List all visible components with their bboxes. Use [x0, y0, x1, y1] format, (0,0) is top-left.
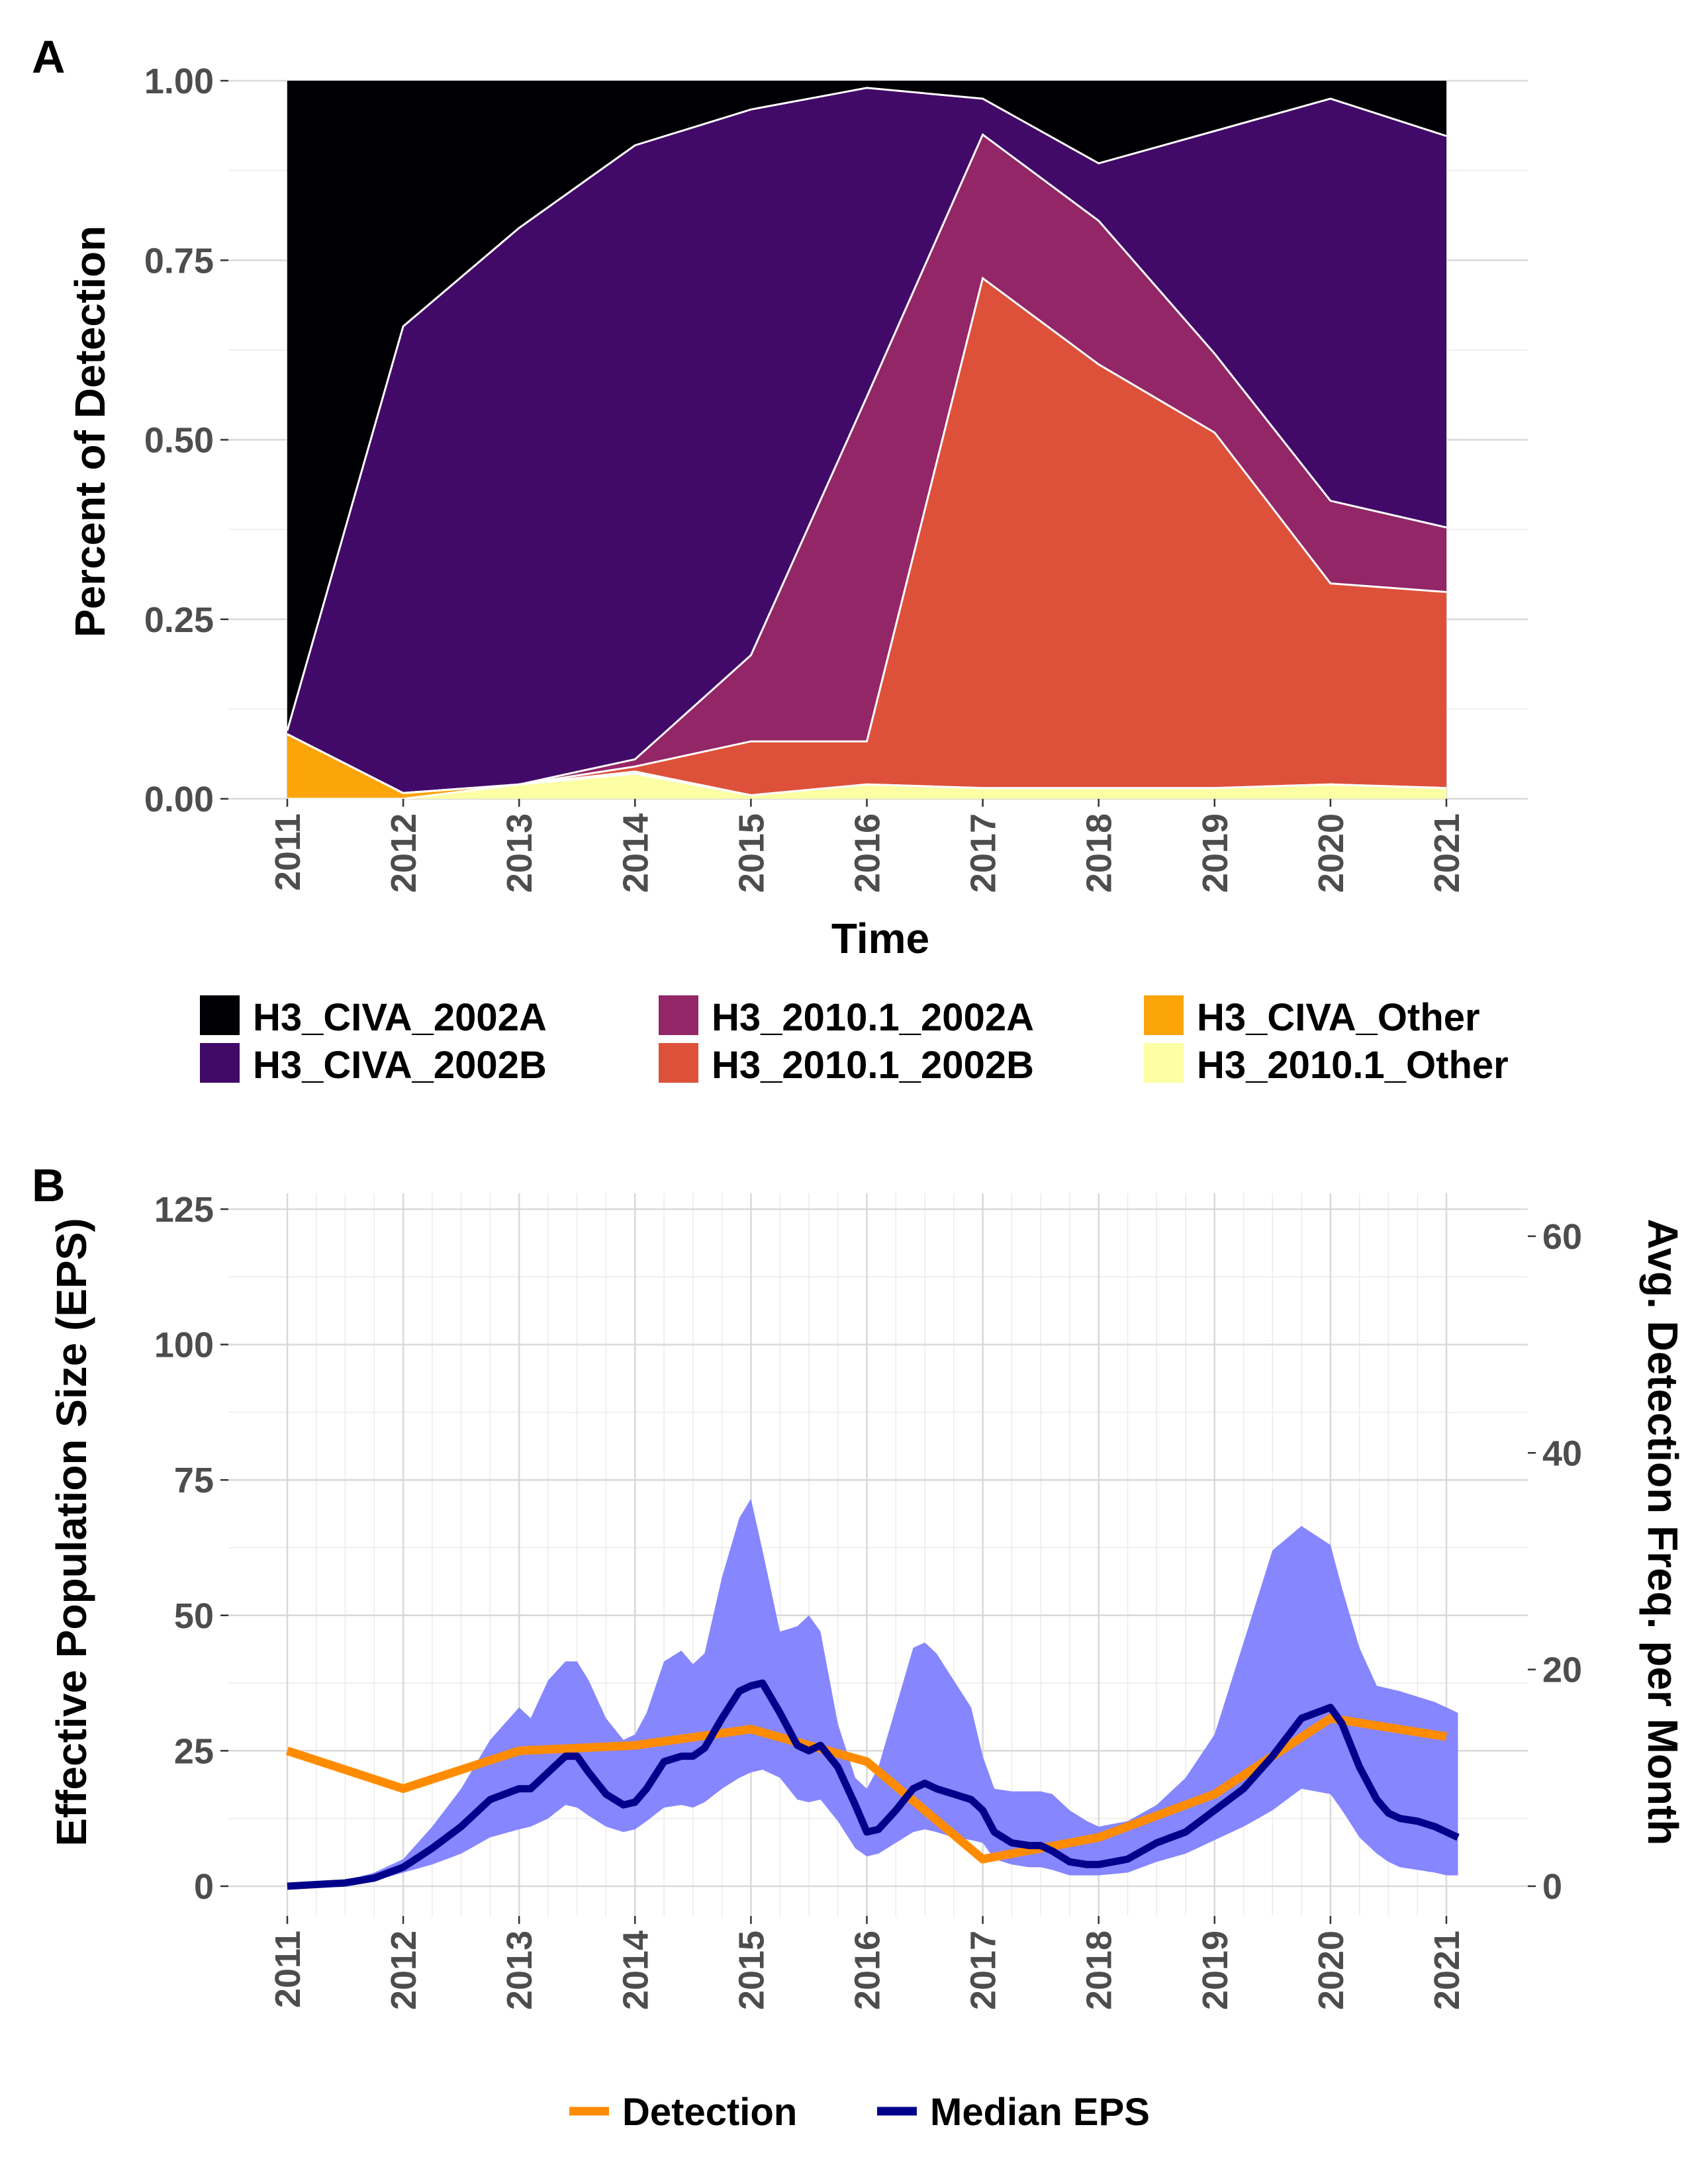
panel-a-y-axis-title: Percent of Detection — [66, 226, 114, 637]
legend-swatch-h3-civa-2002b — [200, 1043, 240, 1083]
panel-b-x-tick-label: 2017 — [964, 1931, 1004, 2010]
panel-a-x-tick-label: 2016 — [848, 813, 888, 893]
panel-b-x-tick-label: 2020 — [1311, 1931, 1351, 2010]
panel-a-x-tick-label: 2020 — [1311, 813, 1351, 893]
panel-a-x-tick-label: 2014 — [616, 813, 655, 893]
panel-b-x-tick-label: 2016 — [848, 1931, 888, 2010]
panel-b-x-ticks: 2011 2012 2013 2014 2015 2016 2017 2018 2019 2020… — [268, 1916, 1467, 2010]
panel-a-y-tick-label: 0.00 — [144, 780, 214, 819]
panel-a-y-ticks: 0.00 0.25 0.50 0.75 1.00 — [144, 62, 228, 819]
panel-a-areas — [286, 81, 1447, 800]
panel-a-y-tick-label: 0.50 — [144, 421, 214, 461]
boundary-h3-civa-2002b — [286, 87, 1447, 731]
legend-label-h3-civa-other: H3_CIVA_Other — [1197, 996, 1480, 1039]
panel-a: 0.000.250.500.751.00 2011 2012 2013 2014 201… — [66, 62, 1528, 962]
panel-b-x-tick-label: 2015 — [731, 1931, 771, 2010]
panel-b-y-tick-label: 25 — [174, 1731, 214, 1771]
panel-a-x-tick-label: 2011 — [268, 813, 308, 891]
panel-a-x-tick-label: 2012 — [384, 813, 424, 893]
panel-b-right-y-axis-title: Avg. Detection Freq. per Month — [1639, 1219, 1687, 1846]
legend-label-h3-2010-1-2002a: H3_2010.1_2002A — [712, 996, 1034, 1039]
legend-label-detection: Detection — [622, 2091, 797, 2134]
panel-b-lines — [285, 1679, 1460, 1890]
panel-b-right-y-ticks: 0 20 40 60 — [1528, 1217, 1582, 1907]
panel-a-y-tick-label: 0.25 — [144, 600, 214, 640]
panel-a-x-tick-label: 2015 — [731, 813, 771, 893]
panel-a-x-tick-label: 2017 — [964, 813, 1004, 893]
legend-label-median-eps: Median EPS — [930, 2091, 1150, 2134]
legend-label-h3-2010-1-other: H3_2010.1_Other — [1197, 1044, 1509, 1087]
legend-swatch-h3-civa-other — [1144, 995, 1184, 1035]
panel-b-y-tick-label: 0 — [194, 1867, 214, 1907]
panel-a-legend: H3_CIVA_2002A H3_CIVA_2002B H3_2010.1_2002… — [200, 995, 1509, 1087]
legend-label-h3-civa-2002b: H3_CIVA_2002B — [253, 1044, 547, 1087]
panel-a-x-tick-label: 2013 — [500, 813, 539, 893]
eps-confidence-band — [287, 1498, 1458, 1886]
legend-label-h3-2010-1-2002b: H3_2010.1_2002B — [712, 1044, 1034, 1087]
panel-b-x-tick-label: 2014 — [616, 1931, 655, 2010]
panel-b-x-tick-label: 2013 — [500, 1931, 539, 2010]
panel-a-x-axis-title: Time — [831, 915, 929, 962]
panel-b-left-y-ticks: 0 25 50 75 100 125 — [154, 1190, 228, 1907]
panel-b-y-tick-label: 50 — [174, 1596, 214, 1636]
legend-label-h3-civa-2002a: H3_CIVA_2002A — [253, 996, 547, 1039]
panel-a-label: A — [32, 31, 66, 83]
line-detection — [285, 1713, 1448, 1864]
panel-b-x-tick-label: 2011 — [268, 1931, 308, 2008]
area-h3-2010-1-2002a — [287, 134, 1446, 794]
legend-swatch-h3-2010-1-other — [1144, 1043, 1184, 1083]
line-median-eps — [287, 1679, 1460, 1890]
legend-swatch-h3-2010-1-2002a — [659, 995, 698, 1035]
legend-swatch-h3-civa-2002a — [200, 995, 240, 1035]
area-h3-civa-2002b — [287, 87, 1446, 794]
panel-a-x-tick-label: 2019 — [1196, 813, 1235, 893]
boundary-h3-2010-1-2002a — [287, 133, 1447, 794]
panel-b-right-y-tick-label: 40 — [1542, 1433, 1582, 1473]
panel-b-y-tick-label: 75 — [174, 1461, 214, 1500]
panel-b-right-y-tick-label: 20 — [1542, 1651, 1582, 1690]
panel-b-legend: Detection Median EPS — [569, 2091, 1150, 2134]
panel-b-right-y-tick-label: 60 — [1542, 1217, 1582, 1257]
panel-b-y-tick-label: 100 — [154, 1326, 214, 1365]
panel-a-x-tick-label: 2018 — [1080, 813, 1119, 893]
panel-b-right-y-tick-label: 0 — [1542, 1867, 1562, 1907]
panel-a-y-tick-label: 0.75 — [144, 241, 214, 281]
panel-b-label: B — [32, 1160, 66, 1211]
area-h3-2010-1-2002b — [287, 278, 1446, 796]
panel-b-x-tick-label: 2012 — [384, 1931, 424, 2010]
panel-a-x-ticks: 2011 2012 2013 2014 2015 2016 2017 2018 2019 2020… — [268, 799, 1467, 893]
panel-b-x-tick-label: 2019 — [1196, 1931, 1235, 2010]
panel-a-y-tick-label: 1.00 — [144, 62, 214, 101]
panel-a-x-tick-label: 2021 — [1427, 813, 1467, 893]
panel-b-x-tick-label: 2021 — [1427, 1931, 1467, 2010]
legend-swatch-h3-2010-1-2002b — [659, 1043, 698, 1083]
area-h3-civa-2002a — [287, 81, 1446, 731]
panel-b-eps-band — [287, 1498, 1458, 1886]
panel-b-y-axis-title: Effective Population Size (EPS) — [48, 1218, 95, 1846]
panel-b-x-tick-label: 2018 — [1080, 1931, 1119, 2010]
panel-b-y-tick-label: 125 — [154, 1190, 214, 1230]
